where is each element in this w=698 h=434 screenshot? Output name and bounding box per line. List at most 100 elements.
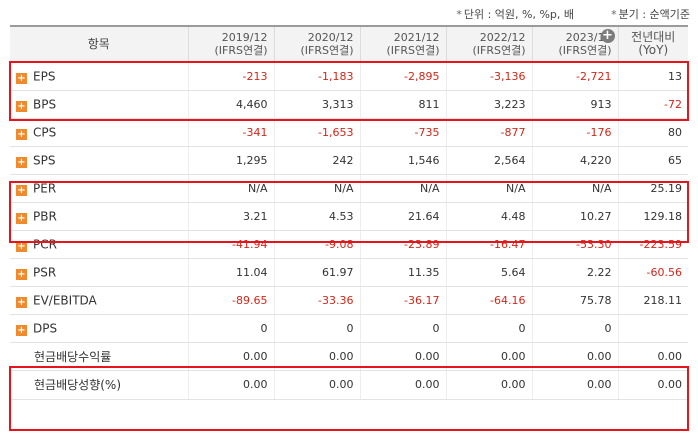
value-cell: -36.17 [359,286,446,315]
row-label-cell[interactable]: + DPS [10,314,188,343]
value-cell: 0 [273,314,360,343]
financial-ratio-table: 항목 2019/12 (IFRS연결) 2020/12 (IFRS연결) 2021/… [10,25,688,400]
value-cell: 61.97 [273,258,360,287]
yoy-cell: 13 [617,62,688,91]
value-cell: -176 [531,118,618,147]
table-row: + EPS -213 -1,183 -2,895 -3,136 -2,721 13 [10,62,688,91]
value-cell: 2.22 [531,258,618,287]
value-cell: 0.00 [273,342,360,371]
value-cell: 3.21 [187,202,274,231]
expand-plus-icon[interactable]: + [16,240,27,252]
value-cell: -33.36 [273,286,360,315]
table-body: + EPS -213 -1,183 -2,895 -3,136 -2,721 13 + BPS 4,… [10,62,688,400]
value-cell: N/A [187,174,274,203]
row-label-cell[interactable]: + PCR [10,230,188,259]
value-cell: 4.48 [445,202,532,231]
unit-note-text: 단위 : 억원, %, %p, 배 [463,8,574,21]
value-cell: N/A [531,174,618,203]
expand-plus-icon[interactable]: + [16,128,27,140]
asterisk-icon: * [611,8,617,21]
header-period: +2023/12 (IFRS연결) [531,25,618,63]
value-cell: 4.53 [273,202,360,231]
value-cell: -3,136 [445,62,532,91]
value-cell: 0.00 [187,342,274,371]
row-label-cell[interactable]: + PSR [10,258,188,287]
row-label: 현금배당성향(%) [34,378,122,393]
value-cell: -341 [187,118,274,147]
value-cell: 2,564 [445,146,532,175]
table-row: + BPS 4,460 3,313 811 3,223 913 -72 [10,90,688,119]
value-cell: 242 [273,146,360,175]
yoy-cell: 0.00 [617,342,688,371]
expand-plus-icon[interactable]: + [16,212,27,224]
yoy-cell: -60.56 [617,258,688,287]
table-row: + PBR 3.21 4.53 21.64 4.48 10.27 129.18 [10,202,688,231]
value-cell: -735 [359,118,446,147]
value-cell: N/A [273,174,360,203]
header-period: 2021/12 (IFRS연결) [359,25,446,63]
row-label-cell[interactable]: + PER [10,174,188,203]
row-label-cell[interactable]: + EV/EBITDA [10,286,188,315]
value-cell: 0.00 [359,370,446,400]
expand-plus-icon[interactable]: + [16,100,27,112]
row-label: PSR [33,265,57,279]
expand-plus-icon[interactable]: + [16,296,27,308]
expand-plus-icon[interactable]: + [16,324,27,336]
row-label: 현금배당수익률 [34,349,112,364]
value-cell: 11.35 [359,258,446,287]
expand-plus-icon[interactable]: + [16,156,27,168]
yoy-cell: -72 [617,90,688,119]
value-cell: -2,895 [359,62,446,91]
value-cell: N/A [359,174,446,203]
table-row: + SPS 1,295 242 1,546 2,564 4,220 65 [10,146,688,175]
row-label: BPS [33,97,57,111]
yoy-cell [617,314,688,343]
yoy-cell: 0.00 [617,370,688,400]
expand-plus-icon[interactable]: + [16,72,27,84]
value-cell: -877 [445,118,532,147]
header-period: 2020/12 (IFRS연결) [273,25,360,63]
unit-note: * 단위 : 억원, %, %p, 배 [456,6,574,22]
value-cell: 0.00 [445,342,532,371]
value-cell: -89.65 [187,286,274,315]
yoy-cell: 25.19 [617,174,688,203]
value-cell: 3,313 [273,90,360,119]
value-cell: 913 [531,90,618,119]
value-cell: -1,183 [273,62,360,91]
value-cell: 0.00 [187,370,274,400]
value-cell: 0.00 [273,370,360,400]
value-cell: 0.00 [359,342,446,371]
value-cell: -64.16 [445,286,532,315]
row-label-cell[interactable]: + BPS [10,90,188,119]
value-cell: -213 [187,62,274,91]
value-cell: 0 [531,314,618,343]
row-label-cell: 현금배당수익률 [10,342,188,371]
basis-note-text: 분기 : 순액기준 [618,8,690,21]
table-row: + PSR 11.04 61.97 11.35 5.64 2.22 -60.56 [10,258,688,287]
value-cell: 0.00 [531,342,618,371]
table-row: + PCR -41.94 -9.08 -23.89 -16.47 -53.30 -223.59 [10,230,688,259]
notes-bar: * 단위 : 억원, %, %p, 배 * 분기 : 순액기준 [0,6,698,22]
row-label-cell[interactable]: + CPS [10,118,188,147]
value-cell: -41.94 [187,230,274,259]
plus-circle-icon[interactable]: + [600,28,615,43]
value-cell: 811 [359,90,446,119]
row-label-cell[interactable]: + EPS [10,62,188,91]
expand-plus-icon[interactable]: + [16,268,27,280]
value-cell: 0.00 [445,370,532,400]
header-yoy: 전년대비 (YoY) [617,25,688,63]
value-cell: 0.00 [531,370,618,400]
header-item: 항목 [10,25,188,63]
table-row: + EV/EBITDA -89.65 -33.36 -36.17 -64.16 75.78 2… [10,286,688,315]
value-cell: -16.47 [445,230,532,259]
value-cell: -9.08 [273,230,360,259]
value-cell: -2,721 [531,62,618,91]
row-label: PCR [33,237,57,251]
row-label: EPS [33,69,56,83]
value-cell: 1,546 [359,146,446,175]
row-label-cell[interactable]: + SPS [10,146,188,175]
row-label-cell[interactable]: + PBR [10,202,188,231]
row-label-cell: 현금배당성향(%) [10,370,188,400]
row-label: EV/EBITDA [33,293,97,307]
expand-plus-icon[interactable]: + [16,184,27,196]
